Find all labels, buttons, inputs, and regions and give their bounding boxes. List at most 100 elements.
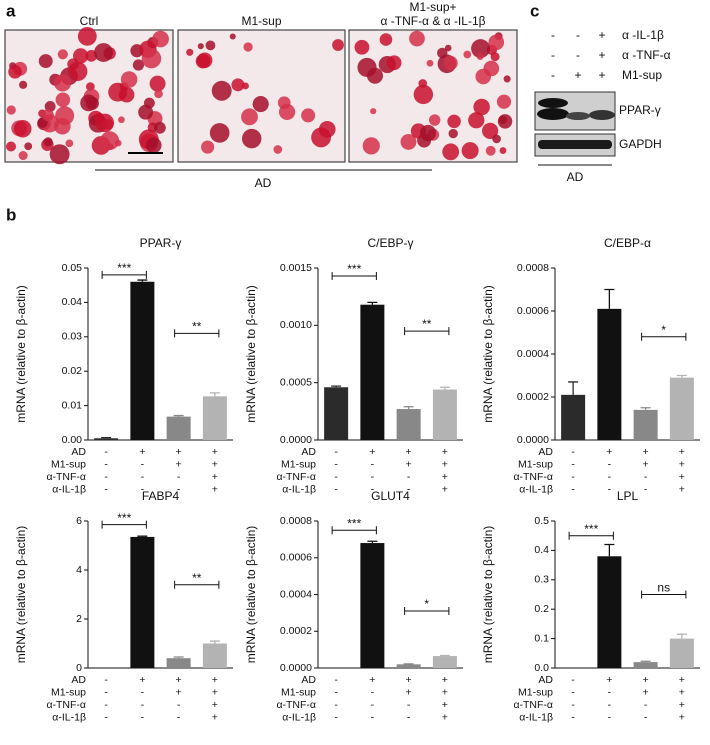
y-tick-label: 0.02: [62, 365, 83, 377]
condition-sign: -: [571, 471, 575, 483]
condition-sign: +: [212, 674, 218, 686]
lipid-droplet: [504, 75, 511, 82]
lipid-droplet: [444, 56, 458, 70]
condition-sign: +: [442, 686, 448, 698]
lipid-droplet: [56, 93, 71, 108]
condition-sign: -: [141, 699, 145, 711]
lipid-droplet: [100, 131, 119, 150]
lipid-droplet: [370, 108, 376, 114]
lipid-droplet: [492, 135, 501, 144]
y-tick-label: 0.0006: [517, 305, 549, 317]
lipid-droplet: [241, 108, 258, 125]
condition-label: α-TNF-α: [276, 471, 316, 483]
lipid-droplet: [19, 151, 28, 160]
y-tick-label: 0.0006: [280, 552, 312, 564]
condition-sign: +: [442, 711, 448, 723]
condition-sign: +: [369, 674, 375, 686]
y-tick-label: 0.0000: [517, 434, 549, 446]
image-label: α -TNF-α & α -IL-1β: [380, 14, 485, 28]
condition-sign: -: [104, 686, 108, 698]
lipid-droplet: [449, 129, 458, 138]
condition-label: M1-sup: [281, 686, 316, 698]
error-bar: [440, 387, 450, 389]
condition-sign: -: [608, 471, 612, 483]
lipid-droplet: [24, 142, 32, 150]
condition-label: α-IL-1β: [52, 483, 86, 495]
y-tick-label: 0.2: [534, 603, 549, 615]
lipid-droplet: [118, 116, 125, 123]
condition-sign: -: [571, 446, 575, 458]
condition-sign: +: [442, 471, 448, 483]
bar: [397, 409, 421, 440]
lipid-droplet: [242, 129, 261, 148]
condition-label: α-TNF-α: [513, 471, 553, 483]
condition-sign: -: [571, 711, 575, 723]
error-bar: [210, 393, 220, 396]
sign: +: [598, 28, 605, 42]
lipid-droplet: [363, 137, 380, 154]
y-tick-label: 0.0004: [517, 348, 549, 360]
lipid-droplet: [19, 81, 27, 89]
lipid-droplet: [154, 122, 166, 134]
error-bar: [137, 536, 147, 537]
error-bar: [174, 657, 184, 658]
condition-sign: +: [212, 686, 218, 698]
condition-sign: -: [371, 711, 375, 723]
error-bar: [367, 302, 377, 304]
lipid-droplet: [253, 96, 269, 112]
lipid-droplet: [488, 34, 504, 50]
condition-label: M1-sup: [281, 458, 316, 470]
y-tick-label: 0.03: [62, 331, 83, 343]
lipid-droplet: [231, 78, 244, 91]
band-label: PPAR-γ: [619, 103, 661, 117]
lipid-droplet: [86, 97, 99, 110]
lipid-droplet: [497, 95, 511, 109]
lipid-droplet: [152, 31, 169, 48]
condition-sign: -: [571, 483, 575, 495]
condition-label: α-IL-1β: [282, 483, 316, 495]
condition-sign: -: [371, 699, 375, 711]
bar: [167, 658, 191, 668]
y-tick-label: 0.04: [62, 296, 83, 308]
condition-sign: +: [212, 483, 218, 495]
error-bar: [677, 376, 687, 378]
lipid-droplet: [498, 114, 512, 128]
condition-sign: +: [606, 674, 612, 686]
band: [589, 110, 615, 120]
panel-label: a: [6, 1, 16, 20]
y-tick-label: 2: [76, 613, 82, 625]
lipid-droplet: [50, 144, 70, 164]
chart-title: LPL: [617, 489, 639, 503]
lipid-droplet: [491, 52, 500, 61]
lipid-droplet: [58, 49, 68, 59]
y-tick-label: 4: [76, 564, 82, 576]
lipid-droplet: [429, 114, 440, 125]
y-axis-label: mRNA (relative to β-actin): [481, 285, 495, 423]
lipid-droplet: [409, 31, 425, 47]
condition-sign: -: [334, 686, 338, 698]
condition-label: AD: [301, 674, 316, 686]
condition-sign: +: [679, 686, 685, 698]
lipid-droplet: [447, 115, 461, 129]
sign: -: [576, 48, 580, 62]
lipid-droplet: [43, 137, 52, 146]
bar: [597, 556, 621, 668]
bar: [597, 309, 621, 440]
condition-sign: +: [212, 446, 218, 458]
condition-sign: +: [406, 686, 412, 698]
y-axis-label: mRNA (relative to β-actin): [481, 526, 495, 664]
bar: [634, 662, 658, 668]
lipid-droplet: [39, 54, 53, 68]
condition-sign: +: [679, 471, 685, 483]
condition-sign: -: [141, 686, 145, 698]
condition-sign: -: [407, 471, 411, 483]
condition-sign: +: [442, 458, 448, 470]
condition-label: α-IL-1β: [519, 483, 553, 495]
error-bar: [568, 382, 578, 395]
condition-sign: +: [679, 674, 685, 686]
image-label: Ctrl: [80, 14, 99, 28]
condition-label: M1-sup: [518, 458, 553, 470]
condition-sign: -: [608, 699, 612, 711]
lipid-droplet: [94, 43, 113, 62]
